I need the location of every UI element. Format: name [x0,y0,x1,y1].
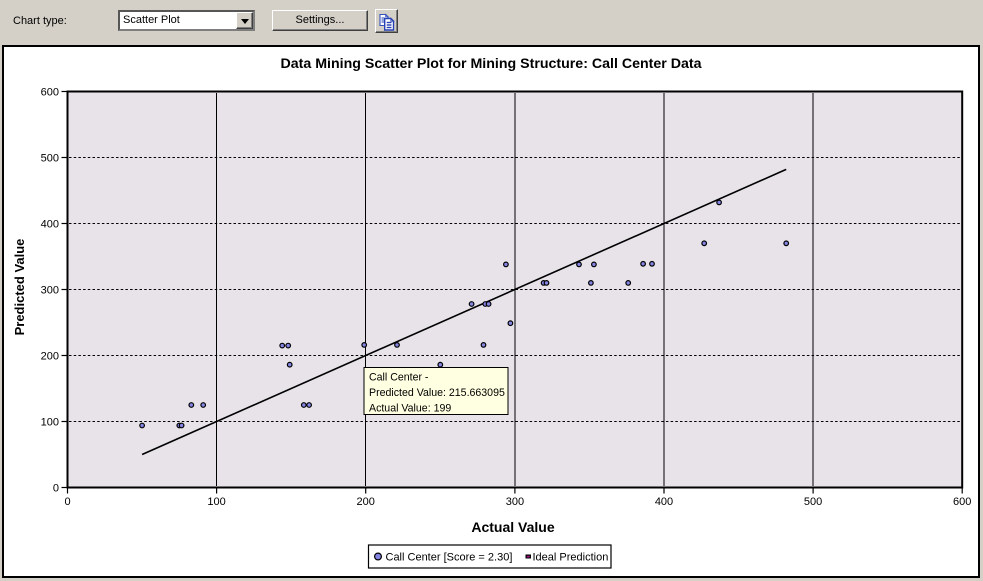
svg-text:Call Center [Score = 2.30]: Call Center [Score = 2.30] [386,552,513,564]
svg-text:Predicted Value: Predicted Value [12,239,27,336]
svg-text:Predicted Value: 215.663095: Predicted Value: 215.663095 [369,387,505,399]
svg-text:Data Mining Scatter Plot for M: Data Mining Scatter Plot for Mining Stru… [281,56,702,72]
svg-text:Actual Value: Actual Value [471,519,554,535]
svg-text:400: 400 [41,219,59,231]
svg-text:0: 0 [53,483,59,495]
svg-text:300: 300 [506,496,524,508]
svg-text:400: 400 [655,496,673,508]
svg-text:300: 300 [41,285,59,297]
svg-text:100: 100 [41,417,59,429]
svg-text:500: 500 [41,153,59,165]
svg-text:0: 0 [64,496,70,508]
svg-text:Call Center -: Call Center - [369,372,429,384]
svg-text:500: 500 [804,496,822,508]
svg-text:Actual Value: 199: Actual Value: 199 [369,403,451,415]
svg-text:600: 600 [41,87,59,99]
svg-text:200: 200 [357,496,375,508]
svg-text:200: 200 [41,351,59,363]
svg-text:100: 100 [207,496,225,508]
svg-text:600: 600 [953,496,971,508]
svg-text:Ideal Prediction: Ideal Prediction [533,552,609,564]
